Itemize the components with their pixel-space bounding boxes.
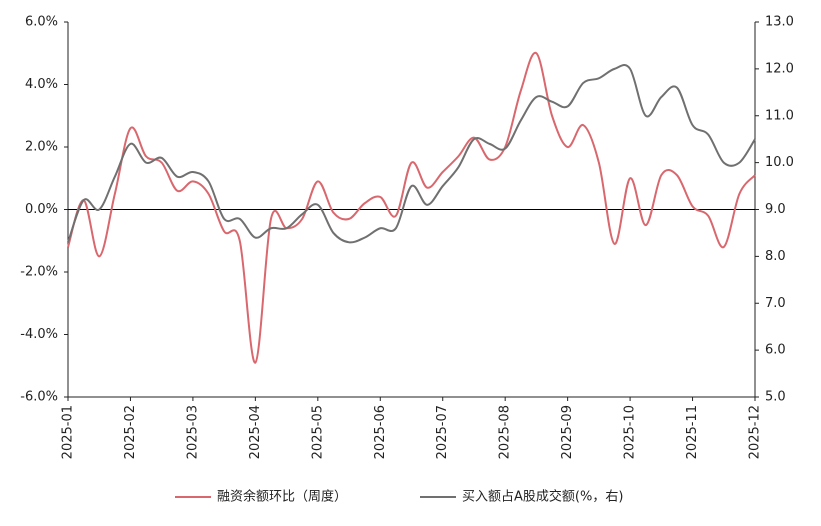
- x-tick-label: 2025-08: [498, 405, 513, 459]
- y2-tick-label: 13.0: [765, 15, 794, 30]
- y-tick-label: 0.0%: [25, 202, 58, 217]
- x-tick-label: 2025-07: [435, 405, 450, 459]
- x-tick-label: 2025-06: [373, 405, 388, 459]
- legend-label: 买入额占A股成交额(%，右): [462, 489, 623, 505]
- y2-tick-label: 8.0: [765, 249, 786, 264]
- x-tick-label: 2025-04: [248, 405, 263, 459]
- x-tick-label: 2025-09: [560, 405, 575, 459]
- y-tick-label: 2.0%: [25, 140, 58, 155]
- series-line: [67, 52, 756, 364]
- x-tick-label: 2025-11: [685, 405, 700, 459]
- y2-tick-label: 5.0: [765, 390, 786, 405]
- y2-tick-label: 6.0: [765, 343, 786, 358]
- x-tick-label: 2025-02: [123, 405, 138, 459]
- series-line: [67, 64, 756, 244]
- legend-label: 融资余额环比（周度）: [217, 489, 347, 505]
- x-tick-label: 2025-10: [623, 405, 638, 459]
- x-tick-label: 2025-05: [310, 405, 325, 459]
- y2-tick-label: 7.0: [765, 296, 786, 311]
- y-tick-label: -4.0%: [20, 327, 58, 342]
- y2-tick-label: 9.0: [765, 202, 786, 217]
- y2-tick-label: 12.0: [765, 61, 794, 76]
- y2-tick-label: 10.0: [765, 155, 794, 170]
- y-tick-label: 4.0%: [25, 77, 58, 92]
- y2-tick-label: 11.0: [765, 108, 794, 123]
- x-tick-label: 2025-03: [185, 405, 200, 459]
- y-tick-label: -2.0%: [20, 265, 58, 280]
- x-tick-label: 2025-12: [748, 405, 763, 459]
- y-tick-label: 6.0%: [25, 15, 58, 30]
- y-tick-label: -6.0%: [20, 390, 58, 405]
- x-tick-label: 2025-01: [61, 405, 76, 459]
